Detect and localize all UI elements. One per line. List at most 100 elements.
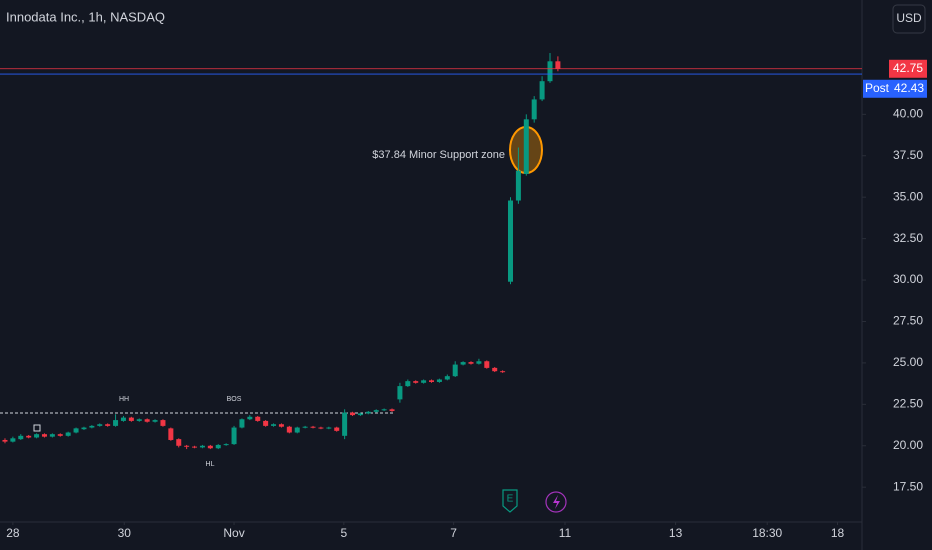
- candle-body: [342, 412, 348, 436]
- marker-box: [33, 424, 41, 432]
- candle-body: [413, 381, 419, 383]
- chart-title: Innodata Inc., 1h, NASDAQ: [6, 9, 165, 24]
- candle-body: [271, 424, 277, 426]
- candle-body: [373, 410, 379, 412]
- candle-body: [263, 420, 269, 426]
- y-tick-label: 30.00: [893, 272, 923, 286]
- candle-body: [318, 427, 324, 429]
- x-tick-label: 28: [6, 526, 20, 540]
- candle-body: [65, 432, 71, 436]
- candle-body: [381, 409, 387, 411]
- candle-body: [429, 380, 435, 382]
- annotation: $37.84 Minor Support zone: [372, 149, 505, 161]
- candle-body: [523, 119, 529, 174]
- y-tick-label: 32.50: [893, 231, 923, 245]
- structure-label: HL: [206, 461, 215, 468]
- candle-body: [531, 99, 537, 120]
- candle-body: [389, 409, 395, 411]
- candle-body: [515, 170, 521, 201]
- candle-body: [81, 427, 87, 430]
- post-price-tag: [863, 79, 891, 98]
- candle-body: [105, 424, 111, 426]
- candle-body: [113, 420, 119, 426]
- candle-body: [10, 438, 16, 442]
- dividend-icon-bolt: [553, 495, 560, 509]
- candle-body: [421, 380, 427, 383]
- candle-body: [334, 427, 340, 431]
- candle-body: [476, 361, 482, 364]
- candle-body: [484, 361, 490, 368]
- x-tick-label: 13: [669, 526, 683, 540]
- candle-body: [500, 371, 506, 373]
- earnings-icon[interactable]: [502, 489, 518, 513]
- candle-body: [326, 427, 332, 429]
- candle-body: [460, 362, 466, 365]
- candle-body: [89, 425, 95, 428]
- structure-label: BOS: [227, 396, 242, 403]
- candle-body: [492, 367, 498, 372]
- earnings-icon-label[interactable]: E: [507, 494, 514, 505]
- candle-body: [41, 434, 47, 437]
- candle-body: [539, 81, 545, 100]
- candle-body: [405, 381, 411, 387]
- x-tick-label: 18:30: [752, 526, 782, 540]
- y-tick-label: 27.50: [893, 314, 923, 328]
- candle-body: [2, 439, 8, 442]
- x-tick-label: 18: [831, 526, 845, 540]
- candle-body: [223, 444, 229, 446]
- y-tick-label: 17.50: [893, 479, 923, 493]
- candle-body: [18, 435, 24, 440]
- candle-body: [310, 426, 316, 428]
- y-tick-label: 20.00: [893, 438, 923, 452]
- candle-body: [547, 61, 553, 82]
- candle-body: [34, 434, 40, 438]
- candle-body: [294, 427, 300, 433]
- candle-body: [231, 427, 237, 445]
- candle-body: [215, 444, 221, 449]
- candle-body: [239, 419, 245, 428]
- candle-body: [152, 420, 158, 422]
- dividend-icon[interactable]: [545, 491, 567, 513]
- x-tick-label: Nov: [223, 526, 244, 540]
- candle-body: [160, 420, 166, 426]
- last-price-box: [889, 59, 927, 78]
- y-tick-label: 40.00: [893, 107, 923, 121]
- x-tick-label: 11: [559, 526, 572, 540]
- candle-body: [97, 424, 103, 426]
- post-price-label: 42.43: [894, 81, 924, 95]
- currency-button[interactable]: [892, 4, 926, 34]
- candle-body: [144, 419, 150, 422]
- candle-body: [255, 416, 261, 421]
- candle-body: [350, 412, 356, 416]
- candle-body: [302, 426, 308, 428]
- candle-body: [397, 386, 403, 400]
- candle-body: [168, 428, 174, 440]
- x-tick-label: 7: [450, 526, 457, 540]
- candle-body: [184, 445, 190, 447]
- candle-body: [57, 434, 63, 436]
- candle-body: [73, 428, 79, 433]
- candle-body: [468, 362, 474, 364]
- currency-label[interactable]: USD: [896, 11, 922, 25]
- candle-body: [286, 426, 292, 433]
- candle-body: [247, 416, 253, 420]
- candle-body: [444, 376, 450, 380]
- candle-body: [26, 435, 32, 438]
- candle-body: [128, 417, 134, 421]
- candle-body: [136, 419, 142, 421]
- candle-body: [365, 411, 371, 414]
- post-price-box: [891, 79, 927, 98]
- candle-body: [176, 439, 182, 446]
- candle-body: [436, 379, 442, 382]
- y-tick-label: 22.50: [893, 397, 923, 411]
- structure-label: HH: [119, 396, 129, 403]
- candle-body: [508, 200, 514, 282]
- candle-body: [452, 364, 458, 377]
- candle-body: [357, 413, 363, 416]
- candle-body: [207, 445, 213, 449]
- y-tick-label: 35.00: [893, 189, 923, 203]
- candle-body: [192, 446, 198, 448]
